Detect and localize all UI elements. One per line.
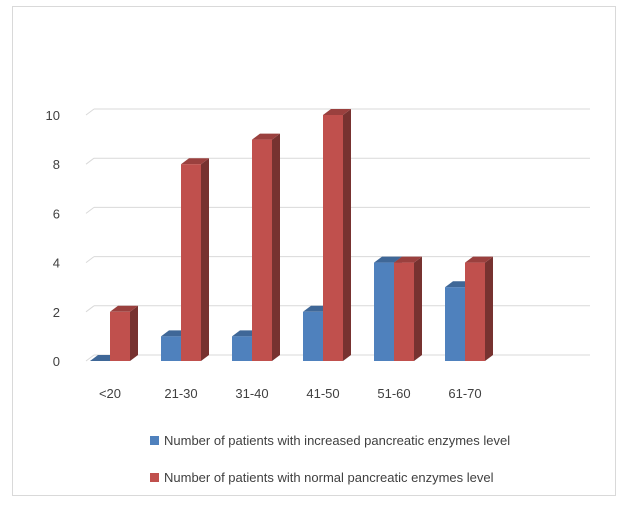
y-tick-label: 6 — [53, 206, 60, 221]
legend-swatch-normal — [150, 472, 159, 482]
bar — [394, 262, 414, 361]
x-tick-label: 51-60 — [377, 386, 410, 401]
bar-top — [465, 256, 493, 263]
gridline-depth — [85, 157, 95, 165]
gridline-depth — [85, 354, 95, 362]
bar — [110, 311, 130, 361]
legend-item-increased: Number of patients with increased pancre… — [150, 432, 510, 448]
bar-top — [181, 158, 209, 165]
bar-side — [343, 109, 351, 361]
legend: Number of patients with increased pancre… — [150, 432, 510, 506]
bar — [323, 115, 343, 361]
bar-top — [110, 305, 138, 312]
bar — [252, 139, 272, 361]
x-tick-label: 61-70 — [448, 386, 481, 401]
x-tick-label: 21-30 — [164, 386, 197, 401]
x-tick-label: <20 — [99, 386, 121, 401]
bar-top — [394, 256, 422, 263]
bar-side — [201, 158, 209, 361]
bar — [374, 262, 394, 361]
y-tick-label: 2 — [53, 305, 60, 320]
bar — [303, 311, 323, 361]
legend-item-normal: Number of patients with normal pancreati… — [150, 469, 510, 485]
gridline-depth — [85, 206, 95, 214]
y-tick-label: 4 — [53, 256, 60, 271]
bar — [232, 336, 252, 361]
legend-label-normal: Number of patients with normal pancreati… — [164, 469, 494, 485]
bar-side — [130, 305, 138, 361]
legend-swatch-increased — [150, 435, 159, 445]
x-tick-label: 41-50 — [306, 386, 339, 401]
bar-side — [414, 256, 422, 361]
gridline-depth — [85, 256, 95, 264]
bar-side — [272, 133, 280, 361]
gridline-depth — [85, 305, 95, 313]
bar — [181, 164, 201, 361]
bar — [161, 336, 181, 361]
y-tick-label: 0 — [53, 354, 60, 369]
bar — [445, 287, 465, 361]
bar-top — [374, 256, 402, 263]
bar — [465, 262, 485, 361]
x-tick-label: 31-40 — [235, 386, 268, 401]
legend-label-increased: Number of patients with increased pancre… — [164, 432, 511, 448]
y-tick-label: 10 — [46, 108, 60, 123]
gridline-depth — [85, 108, 95, 116]
chart-frame — [12, 6, 616, 496]
y-tick-label: 8 — [53, 157, 60, 172]
bar-side — [485, 256, 493, 361]
bar-top — [323, 109, 351, 115]
bar-top — [252, 133, 280, 140]
